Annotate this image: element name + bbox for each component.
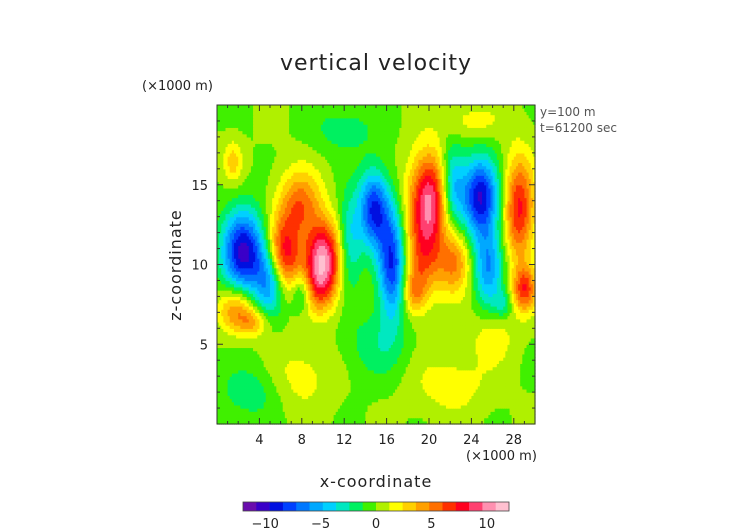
annotation-t: t=61200 sec [540,121,617,135]
annotation-y: y=100 m [540,105,596,119]
plot-area [217,105,536,425]
y-unit-label: (×1000 m) [142,79,213,94]
chart-title: vertical velocity [280,51,472,76]
